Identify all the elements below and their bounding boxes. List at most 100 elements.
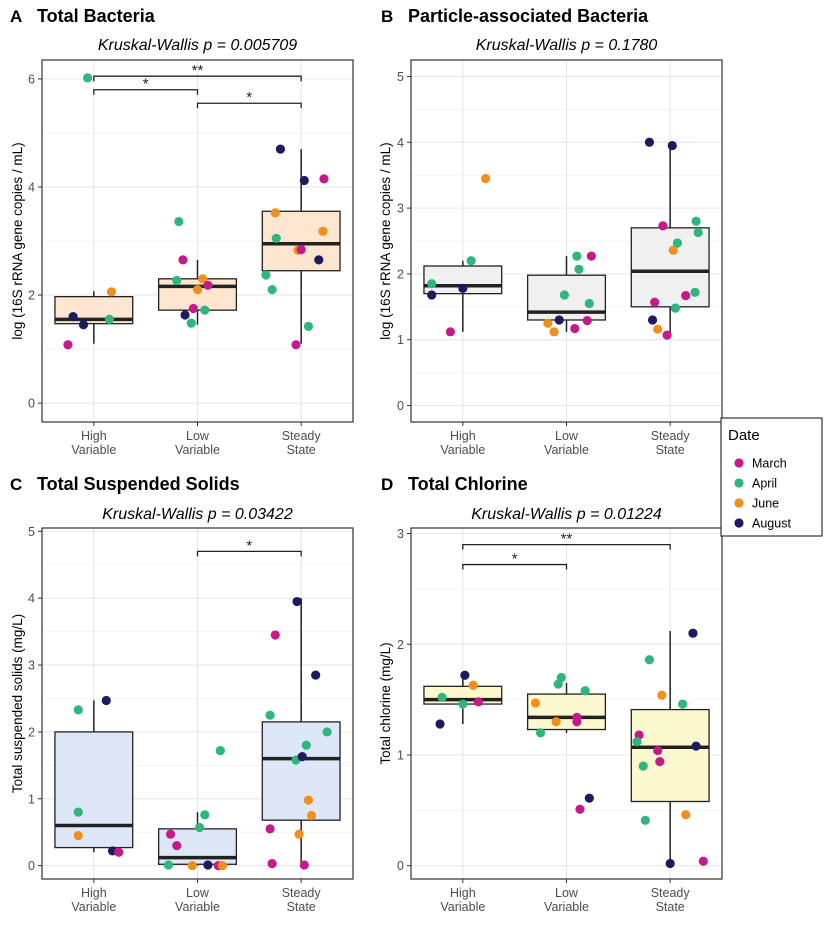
data-point-june: [468, 680, 478, 690]
data-point-april: [690, 287, 700, 297]
data-point-april: [678, 699, 688, 709]
data-point-april: [301, 740, 311, 750]
data-point-march: [267, 859, 277, 869]
y-tick-label: 1: [28, 792, 35, 806]
data-point-june: [481, 173, 491, 184]
bracket-line: [196, 550, 302, 557]
data-point-june: [106, 287, 117, 297]
data-point-august: [314, 255, 324, 265]
data-point-june: [318, 226, 328, 236]
data-point-april: [186, 318, 196, 328]
data-point-march: [63, 340, 73, 350]
panel-c: C Total Suspended Solids Kruskal-Wallis p …: [10, 474, 354, 914]
panel-subtitle: Kruskal-Wallis p = 0.1780: [476, 37, 658, 54]
legend-swatch-august: [734, 518, 744, 528]
subtitle-test-name: Kruskal-Wallis: [102, 506, 203, 523]
data-point-april: [73, 807, 83, 817]
data-point-june: [681, 810, 691, 820]
x-tick-label-line1: Low: [555, 886, 579, 900]
panel-subtitle: Kruskal-Wallis p = 0.01224: [471, 506, 662, 523]
panel-subtitle: Kruskal-Wallis p = 0.005709: [98, 37, 297, 54]
data-point-march: [165, 829, 176, 839]
data-point-april: [83, 73, 93, 83]
data-point-april: [437, 692, 447, 703]
data-point-june: [530, 698, 541, 708]
data-point-august: [101, 695, 111, 706]
box-iqr: [630, 708, 710, 803]
bracket-line: [93, 75, 302, 82]
data-point-june: [668, 245, 678, 255]
data-point-june: [306, 810, 317, 821]
data-point-april: [693, 227, 703, 238]
data-point-august: [554, 315, 564, 325]
x-tick-label-line1: Low: [555, 429, 579, 443]
x-tick-label-line1: Steady: [282, 886, 322, 900]
x-tick-label-line1: High: [450, 429, 476, 443]
data-point-august: [460, 670, 470, 680]
data-point-august: [691, 741, 701, 751]
x-tick-label-line2: State: [656, 900, 685, 914]
subtitle-test-name: Kruskal-Wallis: [98, 37, 199, 54]
data-point-april: [322, 727, 332, 737]
data-point-april: [163, 860, 174, 870]
data-point-april: [265, 710, 275, 720]
data-point-march: [570, 323, 580, 334]
data-point-april: [271, 233, 281, 243]
data-point-march: [582, 316, 592, 326]
data-point-august: [311, 670, 321, 680]
data-point-april: [458, 699, 468, 709]
y-tick-label: 0: [28, 859, 35, 873]
x-tick-label-line2: Variable: [544, 443, 589, 457]
bracket-line: [196, 102, 302, 109]
legend-swatch-june: [734, 498, 744, 508]
data-point-april: [267, 285, 277, 295]
data-point-march: [299, 860, 309, 870]
box-2: [630, 142, 710, 336]
data-point-march: [653, 745, 663, 756]
data-point-april: [672, 238, 683, 248]
x-tick-label-line2: Variable: [440, 900, 485, 914]
data-point-march: [698, 856, 708, 866]
data-point-august: [688, 628, 698, 638]
box-0: [54, 700, 134, 853]
data-point-march: [650, 297, 660, 307]
significance-bracket: *: [196, 89, 302, 109]
legend-title: Date: [728, 427, 760, 444]
data-point-april: [556, 672, 566, 683]
panel-b: B Particle-associated Bacteria Kruskal-Wal…: [378, 6, 723, 457]
y-tick-label: 1: [397, 748, 404, 762]
data-point-april: [691, 216, 701, 226]
data-point-march: [114, 847, 124, 857]
significance-label: *: [143, 76, 149, 93]
x-tick-label-line1: High: [450, 886, 476, 900]
data-point-august: [665, 858, 675, 869]
x-tick-label-line1: Steady: [651, 886, 691, 900]
data-point-march: [203, 280, 213, 290]
y-tick-label: 3: [28, 659, 35, 673]
legend-label: March: [752, 457, 787, 471]
data-point-march: [662, 330, 672, 340]
data-point-august: [292, 596, 302, 607]
x-tick-label-line1: Low: [186, 429, 210, 443]
panel-title: Particle-associated Bacteria: [408, 6, 649, 26]
data-point-march: [178, 255, 188, 265]
data-point-april: [427, 279, 437, 289]
bracket-line: [462, 543, 671, 550]
data-point-april: [670, 303, 680, 313]
x-tick-label-line2: Variable: [71, 443, 116, 457]
x-tick-label-line2: State: [656, 443, 685, 457]
box-iqr: [157, 278, 238, 311]
significance-label: **: [192, 62, 204, 79]
bracket-line: [93, 89, 199, 95]
y-tick-label: 5: [397, 70, 404, 84]
subtitle-p-value: p = 0.1780: [577, 37, 658, 54]
data-point-june: [653, 324, 663, 334]
x-tick-label-line2: Variable: [175, 900, 220, 914]
data-point-april: [559, 290, 570, 300]
data-point-august: [78, 320, 89, 330]
y-tick-label: 3: [397, 202, 404, 216]
data-point-march: [445, 327, 455, 337]
y-tick-label: 2: [397, 267, 404, 281]
panel-letter: A: [10, 7, 22, 26]
data-point-august: [435, 719, 445, 729]
